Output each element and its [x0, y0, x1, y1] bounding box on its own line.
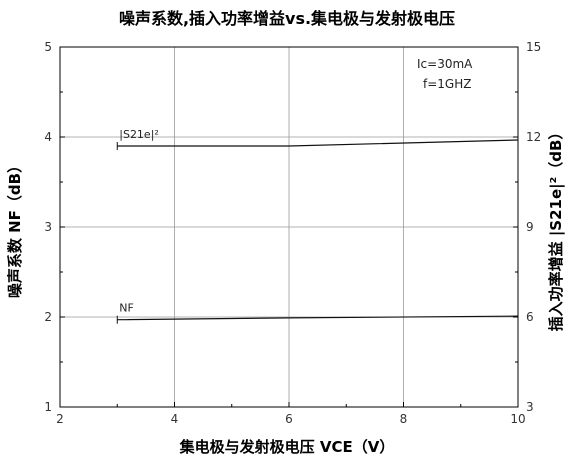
series-labels: |S21e|² NF: [119, 128, 159, 315]
x-tick-label: 8: [400, 412, 408, 426]
annotation-freq: f=1GHZ: [423, 77, 471, 91]
series-label: NF: [119, 302, 134, 315]
grid: [60, 47, 518, 407]
chart-title: 噪声系数,插入功率增益vs.集电极与发射极电压: [119, 9, 455, 28]
y-right-tick-label: 12: [526, 130, 541, 144]
series-label: |S21e|²: [119, 128, 159, 141]
y-left-tick-label: 2: [44, 310, 52, 324]
y-left-tick-label: 3: [44, 220, 52, 234]
y-right-tick-label: 6: [526, 310, 534, 324]
y-left-tick-label: 4: [44, 130, 52, 144]
series-lines: [116, 139, 519, 324]
y-right-tick-label: 3: [526, 400, 534, 414]
y-left-tick-label: 5: [44, 40, 52, 54]
annotation-ic: Ic=30mA: [417, 57, 473, 71]
series-line: [117, 315, 519, 321]
y-right-tick-label: 15: [526, 40, 541, 54]
x-tick-label: 2: [56, 412, 64, 426]
y-right-tick-label: 9: [526, 220, 534, 234]
y-left-tick-label: 1: [44, 400, 52, 414]
series-line: [117, 139, 519, 147]
x-tick-label: 4: [171, 412, 179, 426]
y-axis-label-left: 噪声系数 NF（dB）: [6, 158, 24, 298]
x-tick-label: 6: [285, 412, 293, 426]
x-axis-label: 集电极与发射极电压 VCE（V）: [179, 438, 395, 456]
x-tick-label: 10: [510, 412, 525, 426]
axis-ticks: [59, 46, 519, 408]
y-axis-label-right: 插入功率增益 |S21e|²（dB）: [547, 125, 566, 332]
